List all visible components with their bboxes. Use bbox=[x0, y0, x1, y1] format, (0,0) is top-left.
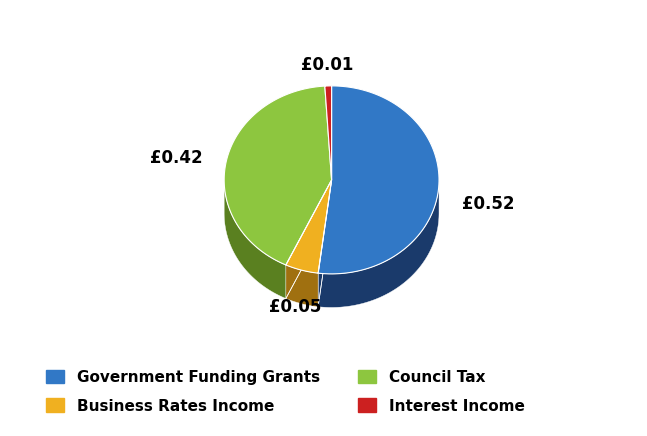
Text: £0.42: £0.42 bbox=[150, 150, 203, 167]
Text: £0.52: £0.52 bbox=[463, 195, 515, 213]
Polygon shape bbox=[286, 180, 331, 273]
Polygon shape bbox=[318, 86, 439, 274]
Polygon shape bbox=[224, 86, 331, 265]
Polygon shape bbox=[286, 265, 318, 307]
Polygon shape bbox=[325, 86, 331, 180]
Text: £0.01: £0.01 bbox=[302, 56, 354, 74]
Legend: Government Funding Grants, Business Rates Income, Council Tax, Interest Income: Government Funding Grants, Business Rate… bbox=[40, 364, 531, 419]
Polygon shape bbox=[224, 180, 286, 299]
Text: £0.05: £0.05 bbox=[269, 298, 321, 316]
Polygon shape bbox=[318, 181, 439, 307]
